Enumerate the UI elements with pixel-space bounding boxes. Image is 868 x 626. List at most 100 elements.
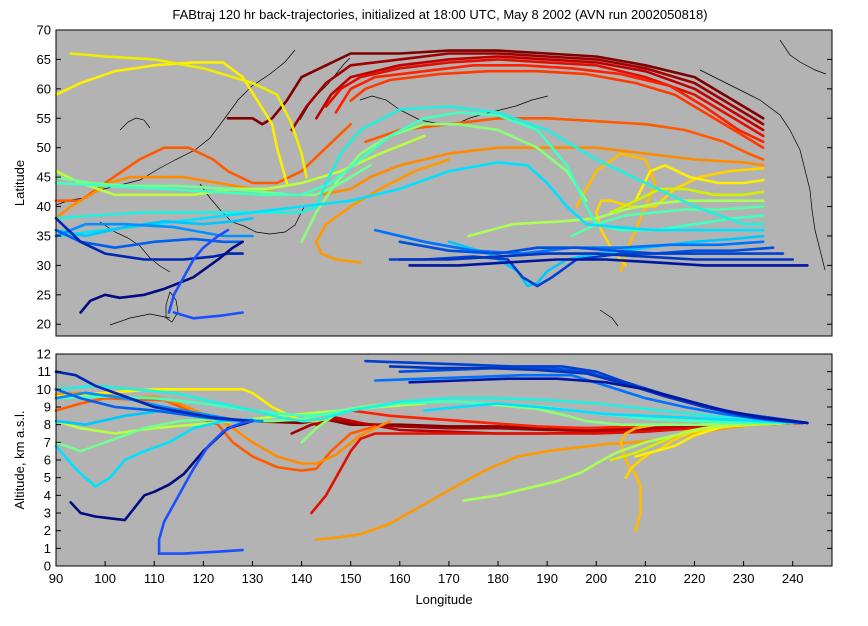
- altitude-y-tick-label: 11: [38, 364, 52, 379]
- map-trajectory-9: [54, 146, 765, 220]
- altitude-y-tick-label: 7: [44, 435, 51, 450]
- altitude-y-tick-label: 10: [37, 382, 51, 397]
- map-trajectory-36: [167, 228, 230, 314]
- altitude-x-tick-label: 220: [684, 571, 706, 586]
- map-trajectory-34: [408, 258, 809, 267]
- altitude-x-tick-label: 100: [94, 571, 116, 586]
- map-y-tick-label: 20: [37, 317, 51, 332]
- altitude-y-tick-label: 0: [44, 559, 51, 574]
- altitude-y-tick-label: 2: [44, 523, 51, 538]
- altitude-x-tick-label: 170: [438, 571, 460, 586]
- altitude-x-tick-label: 90: [49, 571, 63, 586]
- coastline-taiwan: [165, 291, 179, 323]
- map-trajectory-2: [290, 52, 765, 132]
- map-trajectory-27: [54, 222, 254, 238]
- map-trajectory-11: [575, 152, 657, 273]
- altitude-trajectory-31: [69, 419, 254, 522]
- map-trajectory-25: [54, 217, 254, 238]
- altitude-series-group: [54, 359, 809, 555]
- map-trajectory-35: [79, 240, 244, 314]
- map-panel: 20 25 30 35 40 45 50 55 60 65 70 Latitude: [12, 23, 833, 337]
- altitude-trajectory-15: [462, 421, 795, 502]
- map-y-tick-label: 25: [37, 287, 51, 302]
- map-y-tick-label: 50: [37, 140, 51, 155]
- map-y-tick-label: 70: [37, 23, 51, 38]
- altitude-trajectory-20: [54, 418, 254, 488]
- map-trajectory-19: [300, 122, 588, 244]
- altitude-trajectory-32: [157, 419, 254, 555]
- map-trajectory-6: [349, 69, 765, 149]
- coastline-aleutians: [359, 95, 441, 125]
- map-y-ticks: 20 25 30 35 40 45 50 55 60 65 70: [37, 23, 832, 332]
- altitude-y-tick-label: 5: [44, 470, 51, 485]
- map-trajectory-14: [634, 164, 765, 202]
- map-trajectory-18: [467, 199, 765, 238]
- coastline-china-south: [109, 313, 171, 326]
- altitude-y-axis-label: Altitude, km a.s.l.: [12, 411, 27, 510]
- map-trajectory-24: [54, 161, 765, 238]
- coastline-hawaii: [599, 309, 619, 327]
- map-trajectory-26: [447, 234, 765, 288]
- map-trajectory-5: [334, 64, 765, 144]
- altitude-x-tick-label: 230: [733, 571, 755, 586]
- coastline-alaska-south: [455, 95, 549, 125]
- altitude-x-tick-label: 110: [144, 571, 165, 586]
- coastline-japan: [199, 183, 306, 235]
- map-y-tick-label: 35: [37, 228, 51, 243]
- altitude-trajectory-24: [373, 373, 804, 425]
- coastline-canada: [779, 39, 827, 75]
- altitude-y-tick-label: 12: [37, 347, 51, 362]
- coastline-korea: [99, 221, 171, 273]
- chart-title: FABtraj 120 hr back-trajectories, initia…: [172, 7, 707, 22]
- map-y-tick-label: 60: [37, 81, 51, 96]
- altitude-y-tick-label: 4: [44, 488, 51, 503]
- map-y-axis-label: Latitude: [12, 160, 27, 206]
- altitude-x-tick-label: 190: [536, 571, 558, 586]
- altitude-x-tick-label: 150: [340, 571, 362, 586]
- altitude-x-tick-label: 130: [242, 571, 264, 586]
- map-y-tick-label: 30: [37, 258, 51, 273]
- altitude-x-tick-label: 140: [291, 571, 313, 586]
- altitude-y-tick-label: 3: [44, 506, 51, 521]
- coastline-island: [119, 117, 151, 131]
- map-trajectory-16: [609, 187, 765, 214]
- map-y-tick-label: 65: [37, 52, 51, 67]
- altitude-x-axis-label: Longitude: [415, 592, 472, 607]
- altitude-trajectory-4: [310, 421, 804, 515]
- altitude-trajectory-18: [54, 395, 795, 425]
- map-trajectory-15: [69, 52, 308, 179]
- map-trajectory-4: [324, 58, 765, 138]
- altitude-x-tick-label: 180: [487, 571, 509, 586]
- altitude-x-tick-label: 210: [635, 571, 657, 586]
- coastline-north-america: [699, 69, 826, 271]
- map-trajectory-32: [398, 252, 795, 261]
- altitude-x-tick-label: 240: [782, 571, 804, 586]
- altitude-y-tick-label: 9: [44, 400, 51, 415]
- map-trajectory-20: [54, 164, 372, 197]
- altitude-y-tick-label: 1: [44, 541, 51, 556]
- map-trajectory-13: [54, 61, 289, 185]
- map-trajectory-12: [594, 167, 765, 267]
- altitude-x-tick-label: 120: [192, 571, 214, 586]
- altitude-x-tick-label: 200: [585, 571, 607, 586]
- map-trajectory-23: [54, 105, 765, 226]
- map-trajectory-37: [172, 311, 244, 320]
- altitude-x-tick-label: 160: [389, 571, 411, 586]
- altitude-y-tick-label: 8: [44, 417, 51, 432]
- map-trajectory-10: [314, 158, 451, 264]
- map-trajectory-30: [398, 240, 775, 255]
- map-trajectory-31: [388, 252, 785, 288]
- map-trajectory-8: [364, 117, 765, 161]
- map-axes-frame: [55, 29, 833, 337]
- map-y-tick-label: 40: [37, 199, 51, 214]
- altitude-x-ticks: 90 100 110 120 130 140 150 160 170 180 190 200 210 22…: [49, 561, 804, 586]
- altitude-trajectory-29: [54, 370, 254, 423]
- altitude-y-tick-label: 6: [44, 453, 51, 468]
- altitude-trajectory-19: [54, 384, 795, 425]
- altitude-trajectory-33: [157, 548, 244, 555]
- map-y-tick-label: 45: [37, 170, 51, 185]
